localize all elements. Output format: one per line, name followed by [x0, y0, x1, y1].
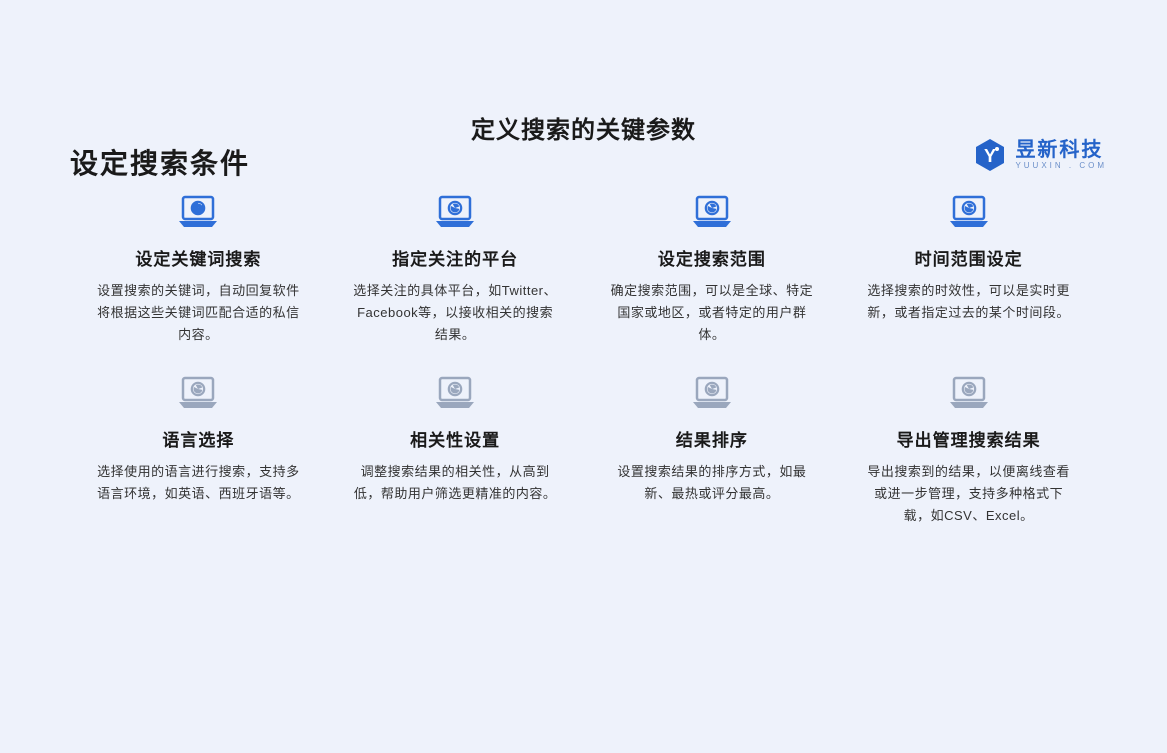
- card-desc: 选择关注的具体平台，如Twitter、Facebook等，以接收相关的搜索结果。: [351, 280, 560, 346]
- card-platform: 指定关注的平台 选择关注的具体平台，如Twitter、Facebook等，以接收…: [327, 195, 584, 346]
- card-desc: 选择使用的语言进行搜索，支持多语言环境，如英语、西班牙语等。: [94, 461, 303, 505]
- card-title: 导出管理搜索结果: [864, 426, 1073, 451]
- laptop-icon: [608, 376, 817, 412]
- laptop-icon: [94, 376, 303, 412]
- logo-hex-icon: Y: [973, 138, 1007, 172]
- card-desc: 导出搜索到的结果，以便离线查看或进一步管理，支持多种格式下载，如CSV、Exce…: [864, 461, 1073, 527]
- card-title: 时间范围设定: [864, 245, 1073, 270]
- card-desc: 调整搜索结果的相关性，从高到低，帮助用户筛选更精准的内容。: [351, 461, 560, 505]
- svg-text:Y: Y: [984, 146, 996, 166]
- card-title: 相关性设置: [351, 426, 560, 451]
- card-keyword-search: 设定关键词搜索 设置搜索的关键词，自动回复软件将根据这些关键词匹配合适的私信内容…: [70, 195, 327, 346]
- feature-grid: 设定关键词搜索 设置搜索的关键词，自动回复软件将根据这些关键词匹配合适的私信内容…: [70, 195, 1097, 528]
- logo-text-cn: 昱新科技: [1015, 140, 1107, 160]
- card-desc: 设置搜索结果的排序方式，如最新、最热或评分最高。: [608, 461, 817, 505]
- card-title: 结果排序: [608, 426, 817, 451]
- card-desc: 选择搜索的时效性，可以是实时更新，或者指定过去的某个时间段。: [864, 280, 1073, 324]
- laptop-icon: [864, 195, 1073, 231]
- laptop-icon: [864, 376, 1073, 412]
- card-desc: 确定搜索范围，可以是全球、特定国家或地区，或者特定的用户群体。: [608, 280, 817, 346]
- logo-text-en: YUUXIN . COM: [1015, 162, 1107, 170]
- card-export: 导出管理搜索结果 导出搜索到的结果，以便离线查看或进一步管理，支持多种格式下载，…: [840, 376, 1097, 527]
- card-title: 指定关注的平台: [351, 245, 560, 270]
- page-title: 设定搜索条件: [70, 142, 250, 182]
- brand-logo: Y 昱新科技 YUUXIN . COM: [973, 138, 1107, 172]
- card-sort: 结果排序 设置搜索结果的排序方式，如最新、最热或评分最高。: [584, 376, 841, 527]
- laptop-icon: [94, 195, 303, 231]
- card-scope: 设定搜索范围 确定搜索范围，可以是全球、特定国家或地区，或者特定的用户群体。: [584, 195, 841, 346]
- card-title: 语言选择: [94, 426, 303, 451]
- card-timerange: 时间范围设定 选择搜索的时效性，可以是实时更新，或者指定过去的某个时间段。: [840, 195, 1097, 346]
- laptop-icon: [351, 376, 560, 412]
- laptop-icon: [608, 195, 817, 231]
- card-title: 设定搜索范围: [608, 245, 817, 270]
- card-language: 语言选择 选择使用的语言进行搜索，支持多语言环境，如英语、西班牙语等。: [70, 376, 327, 527]
- card-desc: 设置搜索的关键词，自动回复软件将根据这些关键词匹配合适的私信内容。: [94, 280, 303, 346]
- laptop-icon: [351, 195, 560, 231]
- card-title: 设定关键词搜索: [94, 245, 303, 270]
- card-relevance: 相关性设置 调整搜索结果的相关性，从高到低，帮助用户筛选更精准的内容。: [327, 376, 584, 527]
